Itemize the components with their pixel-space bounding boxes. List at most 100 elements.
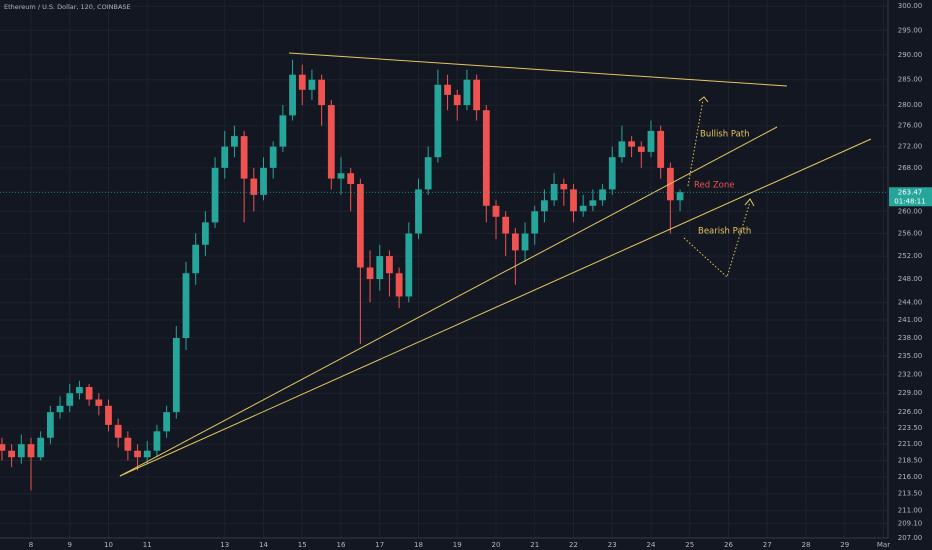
candle-body xyxy=(637,146,645,152)
candle-body xyxy=(327,105,335,179)
candle-body xyxy=(405,233,413,297)
annotation: Red Zone xyxy=(694,181,735,191)
candle-body xyxy=(386,256,393,274)
candle-body xyxy=(269,146,277,168)
candle-body xyxy=(376,256,384,280)
candle-body xyxy=(134,450,141,458)
candle-body xyxy=(434,84,442,158)
candle-body xyxy=(192,244,200,274)
y-tick-label: 235.00 xyxy=(898,352,923,360)
x-tick-label: 15 xyxy=(298,541,307,549)
x-tick-label: 25 xyxy=(685,541,694,549)
candle-body xyxy=(85,386,93,400)
y-tick-label: 268.00 xyxy=(898,164,923,172)
y-tick-label: 211.00 xyxy=(898,507,923,515)
support-line xyxy=(119,138,872,477)
candle-body xyxy=(153,431,161,451)
candle-body xyxy=(105,405,112,425)
y-tick-label: 221.00 xyxy=(898,440,923,448)
y-tick-label: 300.00 xyxy=(898,2,923,10)
candle-body xyxy=(163,412,171,432)
candle-body xyxy=(231,136,238,147)
candle-body xyxy=(676,192,684,201)
candle-body xyxy=(95,399,103,406)
candle-body xyxy=(599,189,606,201)
x-tick-label: 9 xyxy=(68,541,72,549)
candle-body xyxy=(337,173,345,179)
candle-body xyxy=(444,84,451,95)
candle-body xyxy=(453,94,461,106)
last-price-label: 263.47 xyxy=(898,188,923,196)
candle-body xyxy=(298,74,306,90)
y-tick-label: 213.50 xyxy=(898,490,923,498)
y-tick-label: 229.00 xyxy=(898,389,923,397)
candle-body xyxy=(114,424,122,438)
candle-body xyxy=(560,183,568,190)
y-tick-label: 295.00 xyxy=(898,26,923,34)
candle-body xyxy=(0,444,6,451)
y-tick-label: 244.00 xyxy=(898,298,923,306)
bullish-arrow xyxy=(687,99,704,187)
x-tick-label: 11 xyxy=(143,541,152,549)
candle-body xyxy=(628,141,636,147)
candle-body xyxy=(492,205,500,217)
y-tick-label: 290.00 xyxy=(898,51,923,59)
candle-body xyxy=(27,444,35,458)
candle-body xyxy=(17,444,25,458)
y-tick-label: 223.50 xyxy=(898,424,923,432)
y-tick-label: 207.00 xyxy=(898,534,923,542)
x-tick-label: 26 xyxy=(724,541,733,549)
candle-body xyxy=(143,450,151,458)
candle-body xyxy=(289,74,296,116)
candle-body xyxy=(647,130,655,152)
x-tick-label: 17 xyxy=(375,541,384,549)
candle-body xyxy=(356,183,364,268)
candle-body xyxy=(347,173,355,184)
candle-body xyxy=(201,222,209,245)
y-tick-label: 252.00 xyxy=(898,252,923,260)
candle-body xyxy=(318,79,326,106)
y-tick-label: 256.00 xyxy=(898,230,923,238)
candle-body xyxy=(511,233,519,251)
candle-body xyxy=(221,146,229,168)
candle-body xyxy=(541,200,548,212)
x-tick-label: Mar xyxy=(877,541,890,549)
candle-body xyxy=(415,189,422,234)
y-tick-label: 232.00 xyxy=(898,371,923,379)
annotation: Bullish Path xyxy=(700,130,750,140)
candle-body xyxy=(531,211,539,234)
annotation: Bearish Path xyxy=(698,227,751,237)
candle-body xyxy=(618,141,626,158)
candle-body xyxy=(8,450,16,458)
candle-body xyxy=(463,79,471,106)
candle-body xyxy=(124,437,132,451)
candle-body xyxy=(250,178,258,195)
chart-title: Ethereum / U.S. Dollar, 120, COINBASE xyxy=(4,3,131,11)
candle-body xyxy=(570,189,577,212)
support-line xyxy=(119,126,778,477)
candle-body xyxy=(56,405,64,413)
x-tick-label: 23 xyxy=(608,541,617,549)
resistance-line xyxy=(288,52,788,87)
y-tick-label: 280.00 xyxy=(898,101,923,109)
y-tick-label: 216.00 xyxy=(898,473,923,481)
arrow-head xyxy=(744,198,755,207)
candle-body xyxy=(182,273,190,338)
last-price-box xyxy=(889,187,932,207)
candle-body xyxy=(424,157,432,190)
candle-body xyxy=(608,157,616,190)
x-tick-label: 19 xyxy=(453,541,462,549)
x-tick-label: 8 xyxy=(29,541,33,549)
drawings xyxy=(119,52,872,477)
candle-body xyxy=(279,115,287,147)
candle-body xyxy=(395,273,403,297)
candle-body xyxy=(46,412,54,438)
y-tick-label: 238.00 xyxy=(898,334,923,342)
candle-body xyxy=(502,216,510,234)
y-tick-label: 209.10 xyxy=(898,520,923,528)
candle-body xyxy=(482,110,490,206)
candle-body xyxy=(366,267,374,280)
price-axis xyxy=(888,0,932,550)
candle-body xyxy=(66,393,74,406)
